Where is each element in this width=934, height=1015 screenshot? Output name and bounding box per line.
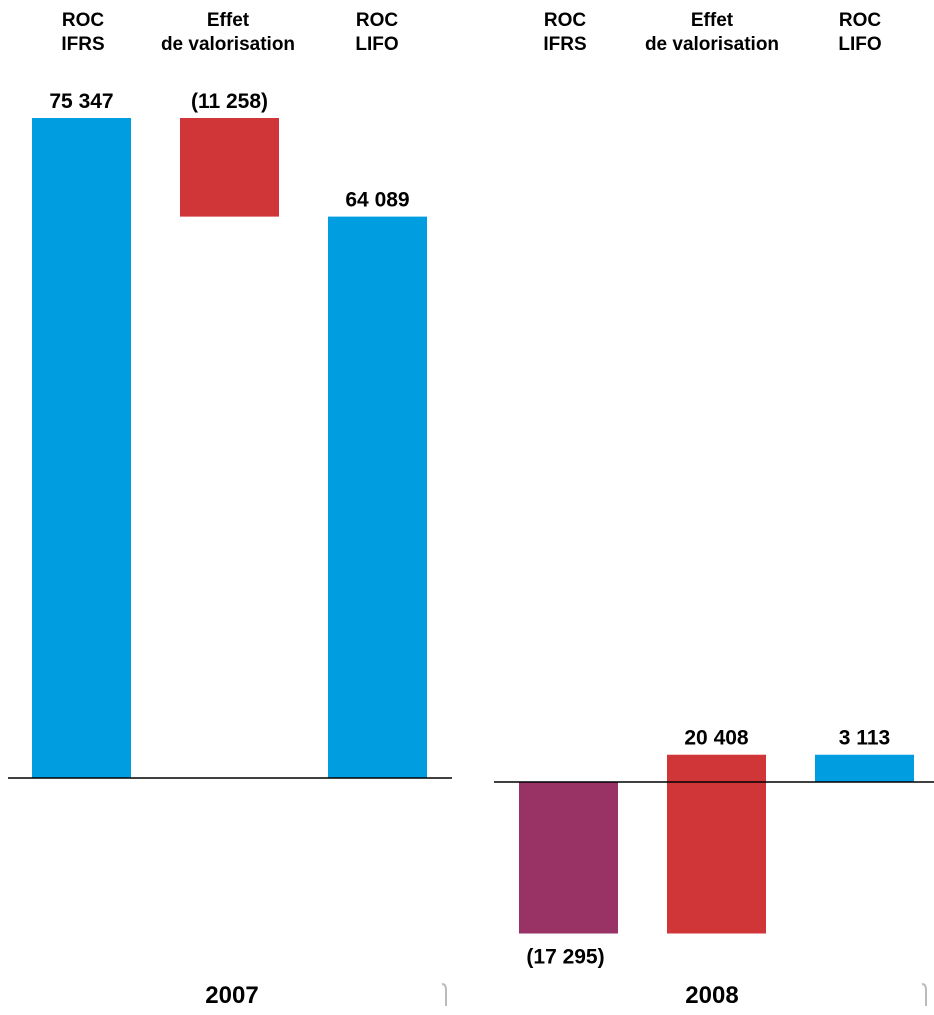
data-label: 75 347 <box>49 90 113 113</box>
bar <box>519 782 618 934</box>
bar <box>32 118 131 778</box>
data-label: (11 258) <box>191 90 268 113</box>
category-label: ROC <box>356 10 399 31</box>
bar <box>667 754 766 934</box>
category-label: de valorisation <box>645 34 779 55</box>
category-label: Effet <box>207 10 250 31</box>
bracket-mark <box>441 983 447 1006</box>
bar <box>180 118 279 217</box>
data-label: (17 295) <box>526 945 604 968</box>
bracket-mark <box>921 983 927 1006</box>
year-label: 2008 <box>685 982 738 1009</box>
bar <box>328 216 427 779</box>
category-label: LIFO <box>355 34 398 55</box>
category-label: de valorisation <box>161 34 295 55</box>
category-label: ROC <box>544 10 587 31</box>
category-label: LIFO <box>838 34 881 55</box>
year-label: 2007 <box>205 982 258 1009</box>
category-label: ROC <box>839 10 882 31</box>
panel-2007: ROC IFRS Effet de valorisation ROC LIFO 75 347… <box>8 10 452 1009</box>
panel-2008: ROC IFRS Effet de valorisation ROC LIFO (17 29… <box>494 10 934 1009</box>
data-label: 3 113 <box>839 727 890 750</box>
category-label: IFRS <box>543 34 586 55</box>
category-label: Effet <box>691 10 734 31</box>
bar <box>815 754 914 782</box>
data-label: 20 408 <box>684 727 749 750</box>
category-label: IFRS <box>61 34 104 55</box>
data-label: 64 089 <box>345 189 409 212</box>
category-label: ROC <box>62 10 105 31</box>
